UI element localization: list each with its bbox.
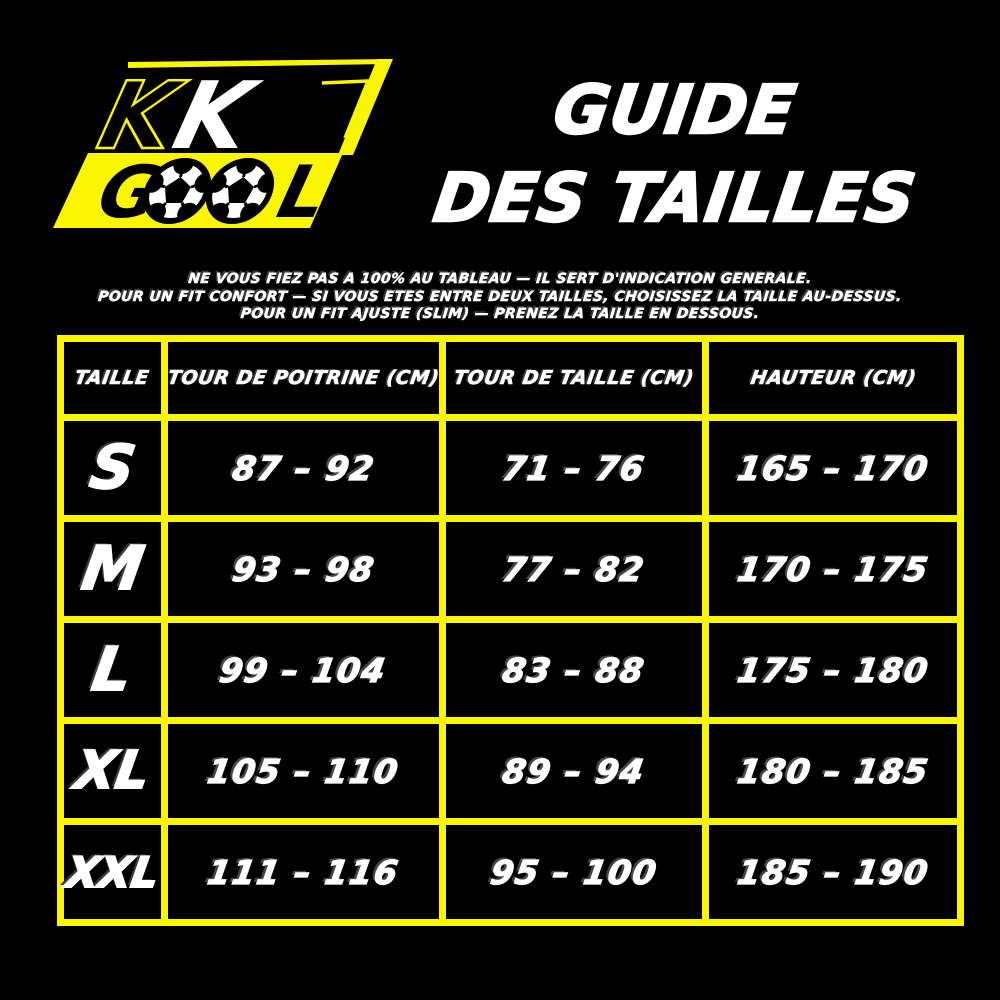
height-range: 165 – 170 [734,448,932,488]
col-header-label: HAUTEUR (CM) [748,367,918,390]
size-label: XL [70,740,155,802]
table-row: S 87 – 92 71 – 76 165 – 170 [57,414,965,522]
table-row: L 99 – 104 83 – 88 175 – 180 [57,616,965,724]
disclaimer-line-3: POUR UN FIT AJUSTE (SLIM) — PRENEZ LA TA… [239,306,761,323]
height-range: 180 – 185 [734,751,932,791]
page-title: GUIDE DES TAILLES [402,66,948,242]
col-header-poitrine: TOUR DE POITRINE (CM) [160,335,447,421]
col-header-label: TAILLE [73,367,152,390]
waist-range: 77 – 82 [500,549,649,589]
waist-range: 71 – 76 [500,448,649,488]
chest-range: 105 – 110 [205,751,403,791]
chest-range: 99 – 104 [217,650,391,690]
waist-range: 95 – 100 [487,852,661,892]
size-label: S [84,432,140,504]
size-label: M [76,533,149,605]
title-line-2: DES TAILLES [428,158,922,239]
table-row: M 93 – 98 77 – 82 170 – 175 [57,515,965,623]
table-row: XL 105 – 110 89 – 94 180 – 185 [57,717,965,825]
chest-range: 111 – 116 [205,852,403,892]
disclaimer-line-1: NE VOUS FIEZ PAS A 100% AU TABLEAU — IL … [187,271,813,288]
height-range: 185 – 190 [734,852,932,892]
waist-range: 89 – 94 [500,751,649,791]
col-header-label: TOUR DE TAILLE (CM) [452,367,696,390]
header-row: TAILLE TOUR DE POITRINE (CM) TOUR DE TAI… [57,335,965,421]
height-range: 175 – 180 [734,650,932,690]
size-label: L [87,634,138,706]
chest-range: 87 – 92 [229,448,378,488]
col-header-taille: TAILLE [57,335,168,421]
col-header-tour-taille: TOUR DE TAILLE (CM) [439,335,710,421]
logo-frame-seven-icon [128,59,393,155]
col-header-hauteur: HAUTEUR (CM) [702,335,965,421]
disclaimer-line-2: POUR UN FIT CONFORT — SI VOUS ETES ENTRE… [97,288,903,305]
size-table: TAILLE TOUR DE POITRINE (CM) TOUR DE TAI… [57,335,965,926]
brand-logo: K K G L [53,59,393,235]
waist-range: 83 – 88 [500,650,649,690]
table-row: XXL 111 – 116 95 – 100 185 – 190 [57,818,965,926]
size-label: XXL [62,847,163,898]
height-range: 170 – 175 [734,549,932,589]
title-line-1: GUIDE [548,70,802,151]
col-header-label: TOUR DE POITRINE (CM) [166,367,442,390]
disclaimer-note: NE VOUS FIEZ PAS A 100% AU TABLEAU — IL … [0,271,1000,324]
chest-range: 93 – 98 [229,549,378,589]
